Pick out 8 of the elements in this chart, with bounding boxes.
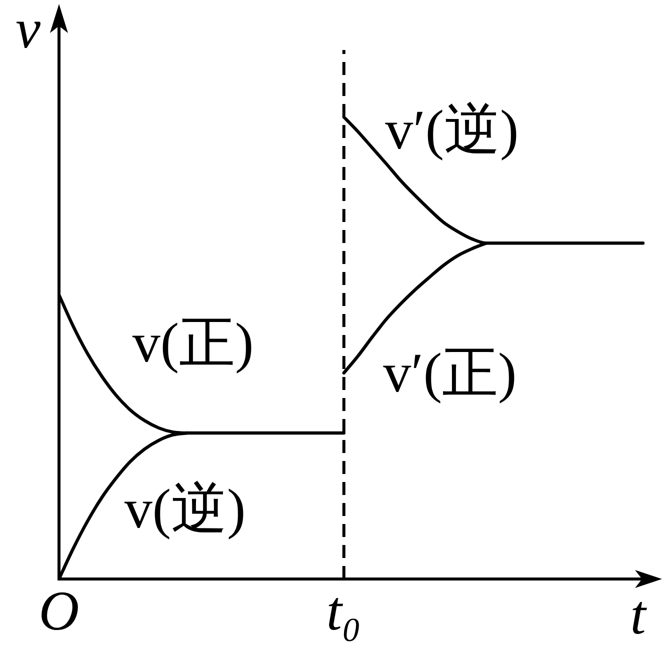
series-label: v(逆) [124,478,246,541]
series-label: v′(逆) [385,100,519,162]
series-label: v(正) [132,312,254,375]
x-tick-label: O [38,580,80,642]
x-axis-title: t [630,584,648,647]
series-label: v′(正) [383,342,517,405]
x-tick-label: t₀ [326,580,362,642]
y-axis-title: v [16,0,41,61]
